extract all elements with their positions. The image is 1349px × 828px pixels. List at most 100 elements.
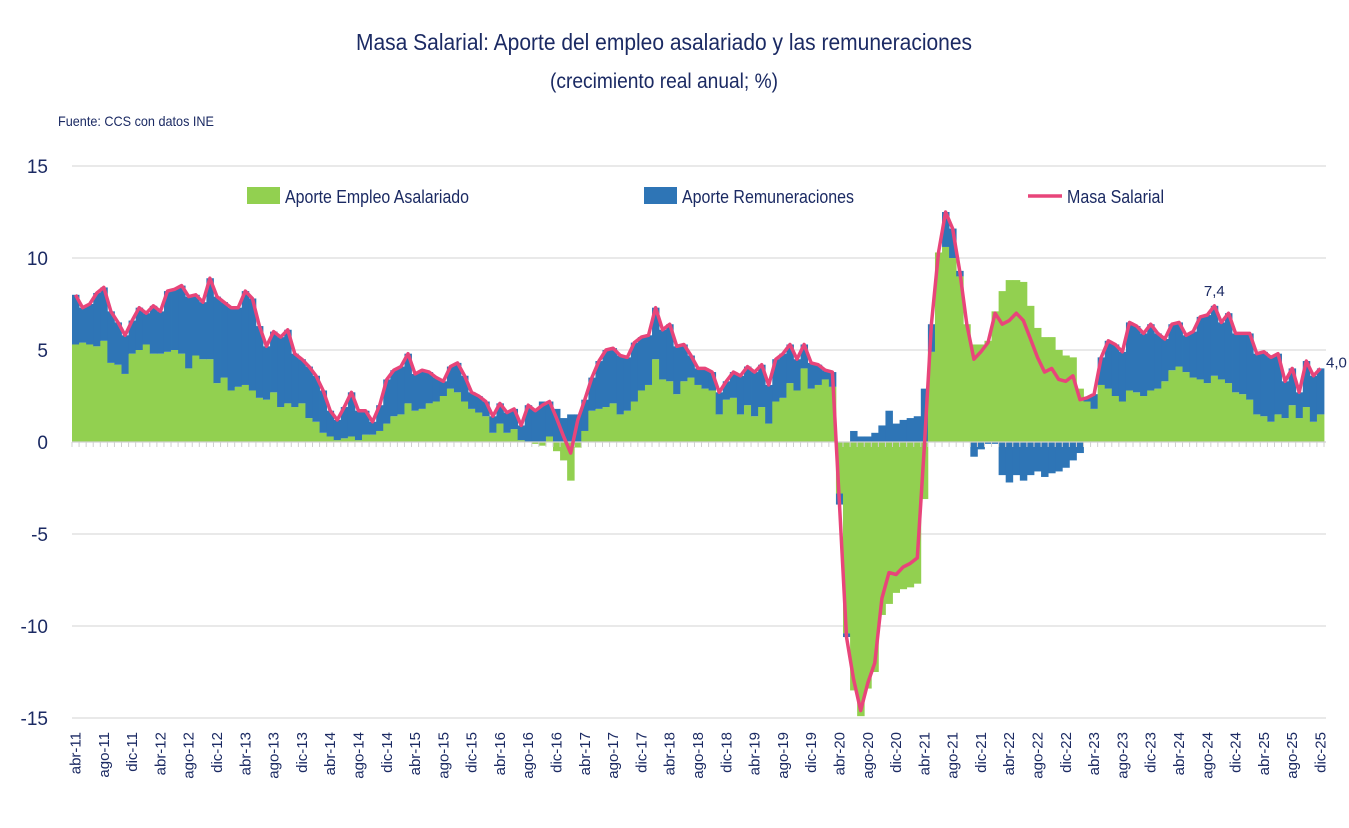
x-tick-label: abr-23: [1086, 732, 1103, 775]
bar-remuneraciones: [581, 399, 589, 431]
bar-remuneraciones: [390, 370, 398, 417]
bar-empleo: [468, 408, 476, 442]
bar-empleo: [114, 364, 122, 442]
bar-empleo: [333, 440, 342, 442]
bar-remuneraciones: [1189, 331, 1198, 378]
bar-empleo: [1133, 392, 1141, 442]
bar-remuneraciones: [1274, 353, 1282, 415]
bar-empleo: [185, 368, 193, 442]
bar-remuneraciones: [800, 344, 809, 369]
bar-remuneraciones: [644, 335, 653, 385]
bar-empleo: [1182, 372, 1191, 442]
bar-empleo: [715, 414, 724, 442]
bar-remuneraciones: [298, 359, 306, 404]
bar-empleo: [850, 442, 858, 691]
bar-remuneraciones: [1288, 368, 1297, 406]
bar-remuneraciones: [637, 337, 646, 391]
data-label: 4,0: [1326, 354, 1347, 371]
bar-empleo: [1253, 414, 1261, 442]
bar-remuneraciones: [538, 401, 547, 442]
bar-remuneraciones: [942, 212, 950, 247]
bar-empleo: [729, 397, 738, 442]
bar-remuneraciones: [1260, 351, 1268, 417]
bar-empleo: [821, 379, 830, 442]
bar-remuneraciones: [411, 373, 419, 411]
bar-remuneraciones: [171, 289, 179, 350]
bar-empleo: [1246, 399, 1254, 442]
bar-empleo: [807, 388, 816, 442]
bar-remuneraciones: [185, 296, 193, 369]
x-tick-label: abr-21: [916, 732, 933, 775]
bar-remuneraciones: [715, 392, 724, 415]
bar-empleo: [397, 414, 405, 442]
bar-remuneraciones: [765, 384, 773, 424]
bar-empleo: [1224, 383, 1233, 442]
bar-remuneraciones: [227, 307, 236, 391]
bar-remuneraciones: [1019, 442, 1028, 481]
bar-remuneraciones: [722, 381, 731, 400]
bar-empleo: [666, 381, 674, 442]
bar-remuneraciones: [100, 287, 108, 341]
bar-empleo: [362, 434, 370, 442]
legend: Aporte Empleo Asalariado Aporte Remunera…: [247, 187, 1164, 207]
bar-remuneraciones: [277, 337, 285, 408]
bar-empleo: [984, 340, 992, 442]
bar-remuneraciones: [758, 364, 766, 408]
x-tick-label: ago-23: [1114, 732, 1131, 779]
bar-remuneraciones: [446, 366, 455, 389]
bar-remuneraciones: [107, 311, 115, 363]
bar-empleo: [949, 258, 957, 442]
x-tick-label: ago-14: [350, 732, 367, 779]
bar-remuneraciones: [970, 442, 978, 457]
bar-remuneraciones: [1140, 333, 1148, 396]
bar-remuneraciones: [220, 302, 229, 378]
bar-empleo: [284, 403, 292, 442]
bar-empleo: [475, 412, 483, 442]
masa-salarial-line: [73, 210, 1322, 713]
bar-empleo: [1274, 414, 1282, 442]
bar-empleo: [885, 442, 893, 604]
data-labels: 7,4 4,0: [1204, 283, 1347, 372]
bar-remuneraciones: [241, 291, 250, 385]
bar-remuneraciones: [206, 278, 214, 360]
line-series: [73, 210, 1322, 713]
bar-empleo: [694, 384, 702, 442]
bar-remuneraciones: [270, 331, 278, 393]
bar-empleo: [567, 442, 575, 481]
bar-empleo: [376, 430, 384, 442]
bar-remuneraciones: [1048, 442, 1056, 474]
bar-remuneraciones: [552, 408, 561, 442]
bar-empleo: [220, 377, 229, 442]
bar-remuneraciones: [255, 326, 264, 398]
bar-empleo: [326, 436, 335, 442]
bar-remuneraciones: [743, 366, 752, 406]
bar-remuneraciones: [949, 228, 957, 258]
bar-empleo: [156, 353, 165, 442]
bar-remuneraciones: [1239, 333, 1247, 395]
bar-remuneraciones: [1118, 351, 1127, 402]
bar-remuneraciones: [984, 442, 992, 444]
bar-empleo: [899, 442, 908, 590]
bar-remuneraciones: [1168, 324, 1176, 371]
bar-remuneraciones: [128, 320, 137, 354]
bar-empleo: [171, 350, 179, 442]
x-tick-label: abr-12: [152, 732, 169, 775]
bar-empleo: [1062, 355, 1070, 442]
bar-empleo: [277, 407, 285, 442]
bar-remuneraciones: [623, 357, 632, 411]
legend-label-masa: Masa Salarial: [1067, 187, 1164, 207]
x-tick-label: abr-22: [1001, 732, 1018, 775]
bar-empleo: [800, 368, 809, 442]
bar-empleo: [906, 442, 915, 588]
x-tick-label: dic-18: [718, 732, 735, 773]
bar-empleo: [708, 390, 717, 442]
bar-empleo: [1041, 337, 1049, 442]
x-tick-label: dic-20: [888, 732, 905, 773]
bar-empleo: [149, 353, 158, 442]
bar-remuneraciones: [821, 370, 830, 380]
bar-empleo: [1125, 390, 1134, 442]
bar-remuneraciones: [333, 419, 342, 441]
bar-remuneraciones: [574, 414, 582, 442]
bar-empleo: [1026, 305, 1035, 442]
x-tick-label: dic-24: [1228, 732, 1245, 773]
